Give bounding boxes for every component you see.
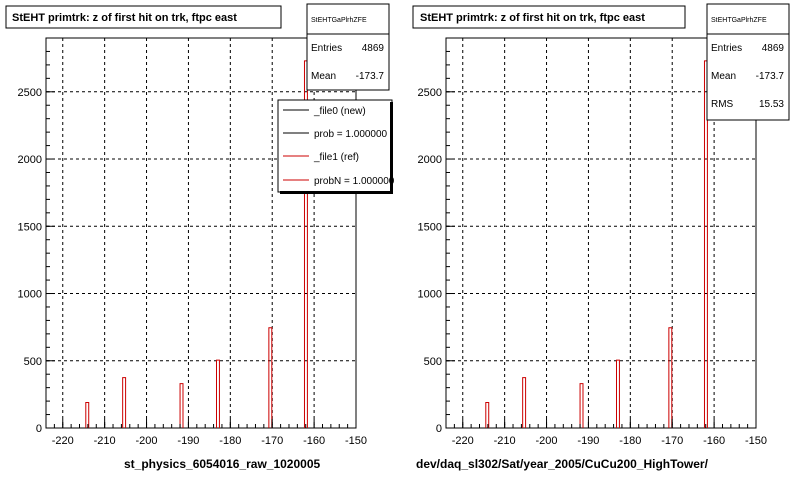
y-tick-label: 1000 xyxy=(418,289,442,301)
stats-entries-value: 4869 xyxy=(362,43,385,54)
stats-mean-label: Mean xyxy=(711,71,736,82)
x-tick-label: -180 xyxy=(619,435,641,447)
title-box: StEHT primtrk: z of first hit on trk, ft… xyxy=(412,5,686,29)
y-tick-label: 1500 xyxy=(18,221,42,233)
left-histogram-panel: -220 -210 -200 -190 -180 -170 -160 -150 0 500 1000… xyxy=(5,3,395,471)
stats-name: StEHTGaPlrhZFE xyxy=(711,17,767,24)
x-tick-label: -190 xyxy=(577,435,599,447)
histogram-bin xyxy=(179,383,184,428)
legend-entry-file1: _file1 (ref) xyxy=(313,152,359,163)
stats-mean-value: -173.7 xyxy=(756,71,785,82)
plot-frame xyxy=(45,37,357,429)
stats-rms-label: RMS xyxy=(711,99,734,110)
x-tick-label: -170 xyxy=(261,435,283,447)
stats-entries-label: Entries xyxy=(311,43,342,54)
histogram-bin xyxy=(85,401,90,428)
histogram-bin xyxy=(268,327,273,428)
y-tick-label: 1000 xyxy=(18,289,42,301)
x-tick-label: -200 xyxy=(136,435,158,447)
y-tick-label: 2500 xyxy=(18,87,42,99)
right-histogram-panel: -220 -210 -200 -190 -180 -170 -160 -150 0 500 1000… xyxy=(412,3,790,471)
y-tick-label: 500 xyxy=(424,356,442,368)
x-tick-label: -170 xyxy=(661,435,683,447)
x-axis-label: dev/daq_sl302/Sat/year_2005/CuCu200_High… xyxy=(416,457,709,471)
y-tick-label: 2000 xyxy=(418,154,442,166)
histogram-title: StEHT primtrk: z of first hit on trk, ft… xyxy=(420,12,645,24)
y-tick-label: 2500 xyxy=(418,87,442,99)
stats-box: StEHTGaPlrhZFE Entries 4869 Mean -173.7 … xyxy=(706,3,790,121)
stats-name: StEHTGaPlrhZFE xyxy=(311,17,367,24)
stats-entries-value: 4869 xyxy=(762,43,785,54)
histogram-bars xyxy=(485,60,708,428)
x-tick-label: -220 xyxy=(452,435,474,447)
stats-rms-value: 15.53 xyxy=(759,99,784,110)
stats-mean-value: -173.7 xyxy=(356,71,385,82)
histogram-bin xyxy=(579,383,584,428)
x-tick-label: -200 xyxy=(536,435,558,447)
y-tick-label: 1500 xyxy=(418,221,442,233)
histogram-bin xyxy=(703,60,708,428)
y-tick-label: 0 xyxy=(436,423,442,435)
histogram-title: StEHT primtrk: z of first hit on trk, ft… xyxy=(12,12,237,24)
title-box: StEHT primtrk: z of first hit on trk, ft… xyxy=(5,5,282,29)
x-tick-label: -150 xyxy=(345,435,367,447)
y-tick-label: 500 xyxy=(24,356,42,368)
stats-mean-label: Mean xyxy=(311,71,336,82)
histogram-bin xyxy=(616,359,620,428)
stats-entries-label: Entries xyxy=(711,43,742,54)
legend-entry-probn: probN = 1.000000 xyxy=(314,176,395,187)
histogram-bin xyxy=(216,359,220,428)
x-tick-label: -210 xyxy=(94,435,116,447)
x-tick-label: -160 xyxy=(703,435,725,447)
y-tick-label: 2000 xyxy=(18,154,42,166)
legend-entry-file0: _file0 (new) xyxy=(313,106,366,117)
histogram-bin xyxy=(522,377,527,428)
stats-box: StEHTGaPlrhZFE Entries 4869 Mean -173.7 xyxy=(306,3,390,91)
histogram-bin xyxy=(122,377,127,428)
x-tick-label: -160 xyxy=(303,435,325,447)
grid-lines xyxy=(46,38,357,428)
x-tick-label: -180 xyxy=(219,435,241,447)
x-axis-label: st_physics_6054016_raw_1020005 xyxy=(124,457,320,471)
legend-box: _file0 (new) prob = 1.000000 _file1 (ref… xyxy=(277,99,395,194)
x-tick-label: -150 xyxy=(745,435,767,447)
histogram-bin xyxy=(668,327,673,428)
x-tick-label: -210 xyxy=(494,435,516,447)
x-tick-label: -220 xyxy=(52,435,74,447)
x-tick-label: -190 xyxy=(177,435,199,447)
histogram-bars xyxy=(85,60,308,428)
y-tick-label: 0 xyxy=(36,423,42,435)
histogram-bin xyxy=(485,401,490,428)
axis-ticks: -220 -210 -200 -190 -180 -170 -160 -150 0 500 1000… xyxy=(18,37,367,447)
legend-entry-prob: prob = 1.000000 xyxy=(314,129,388,140)
axis-ticks: -220 -210 -200 -190 -180 -170 -160 -150 0 500 1000… xyxy=(418,37,767,447)
histogram-bin xyxy=(303,60,308,428)
